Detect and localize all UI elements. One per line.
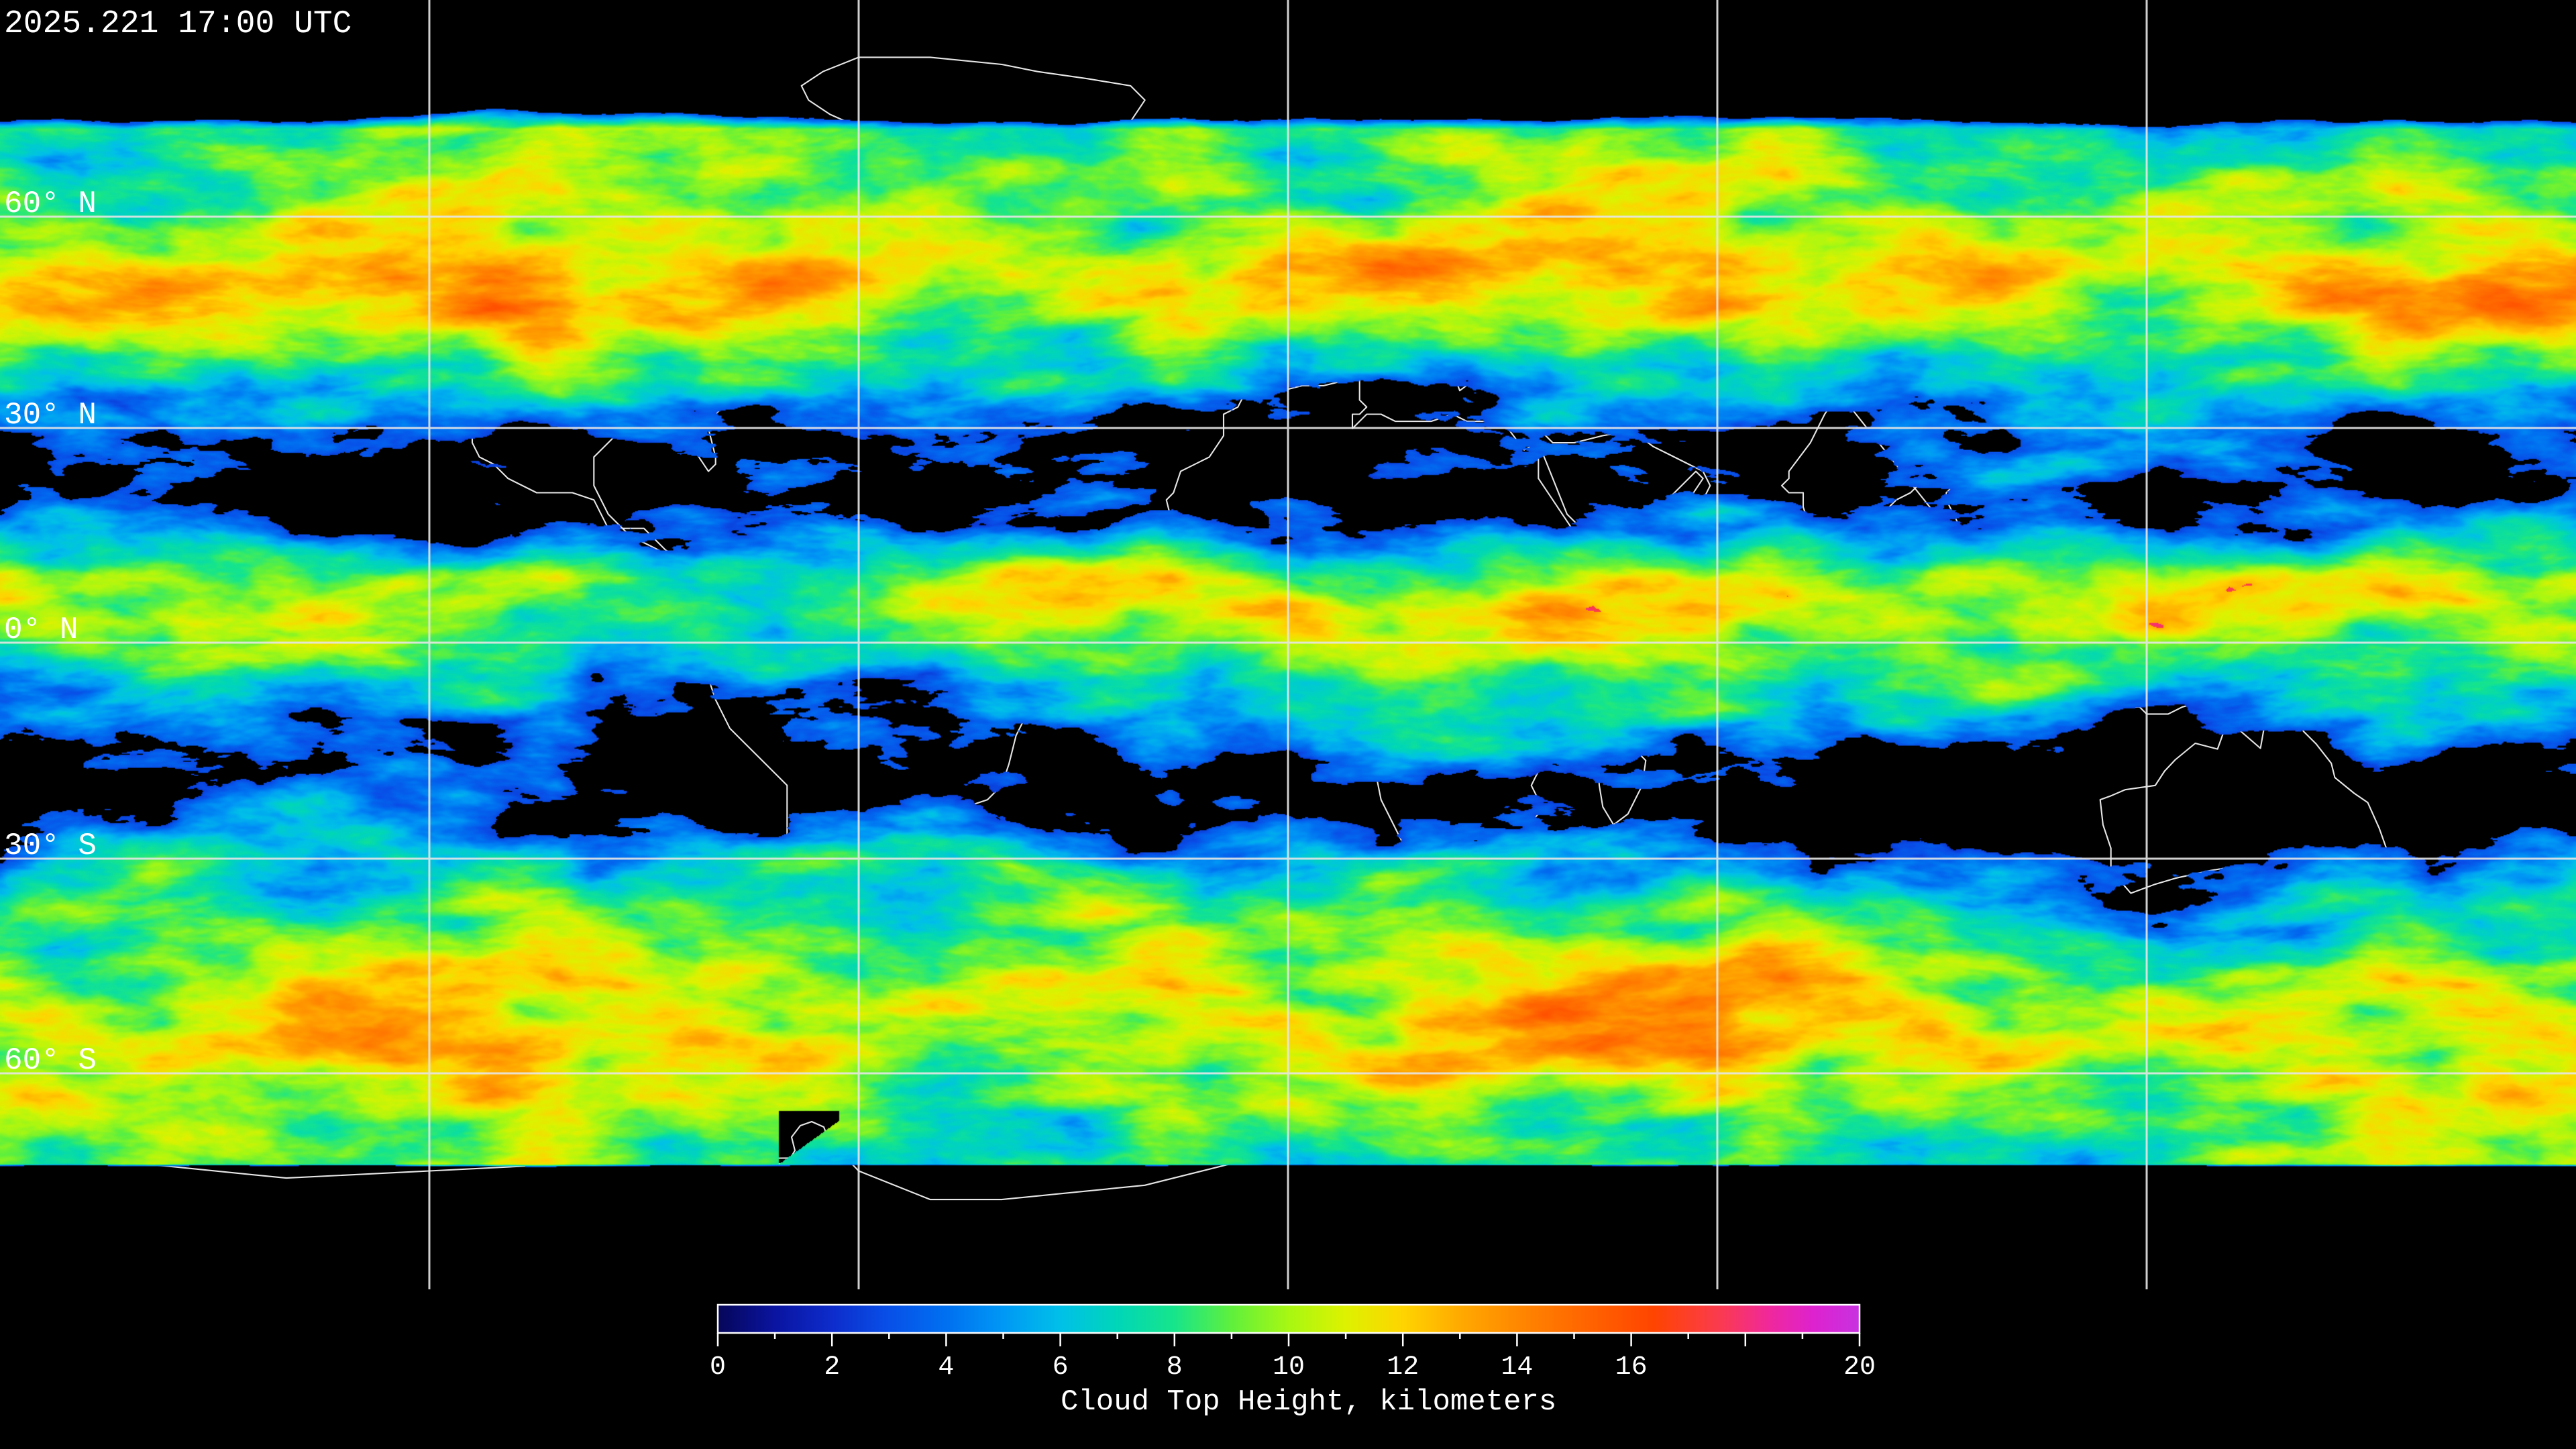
svg-text:20: 20 — [1843, 1352, 1876, 1383]
svg-text:0: 0 — [710, 1352, 726, 1383]
svg-text:14: 14 — [1501, 1352, 1533, 1383]
svg-text:60° S: 60° S — [4, 1043, 97, 1078]
svg-text:60° N: 60° N — [4, 186, 97, 221]
svg-text:8: 8 — [1167, 1352, 1183, 1383]
svg-text:0° N: 0° N — [4, 612, 78, 647]
svg-text:16: 16 — [1615, 1352, 1648, 1383]
svg-text:10: 10 — [1273, 1352, 1305, 1383]
svg-text:2: 2 — [824, 1352, 840, 1383]
svg-text:Cloud Top Height, kilometers: Cloud Top Height, kilometers — [1061, 1385, 1556, 1419]
svg-text:4: 4 — [938, 1352, 954, 1383]
svg-text:12: 12 — [1387, 1352, 1419, 1383]
svg-text:2025.221 17:00 UTC: 2025.221 17:00 UTC — [4, 6, 352, 42]
svg-text:30° N: 30° N — [4, 398, 97, 433]
svg-text:30° S: 30° S — [4, 828, 97, 863]
svg-text:6: 6 — [1053, 1352, 1069, 1383]
